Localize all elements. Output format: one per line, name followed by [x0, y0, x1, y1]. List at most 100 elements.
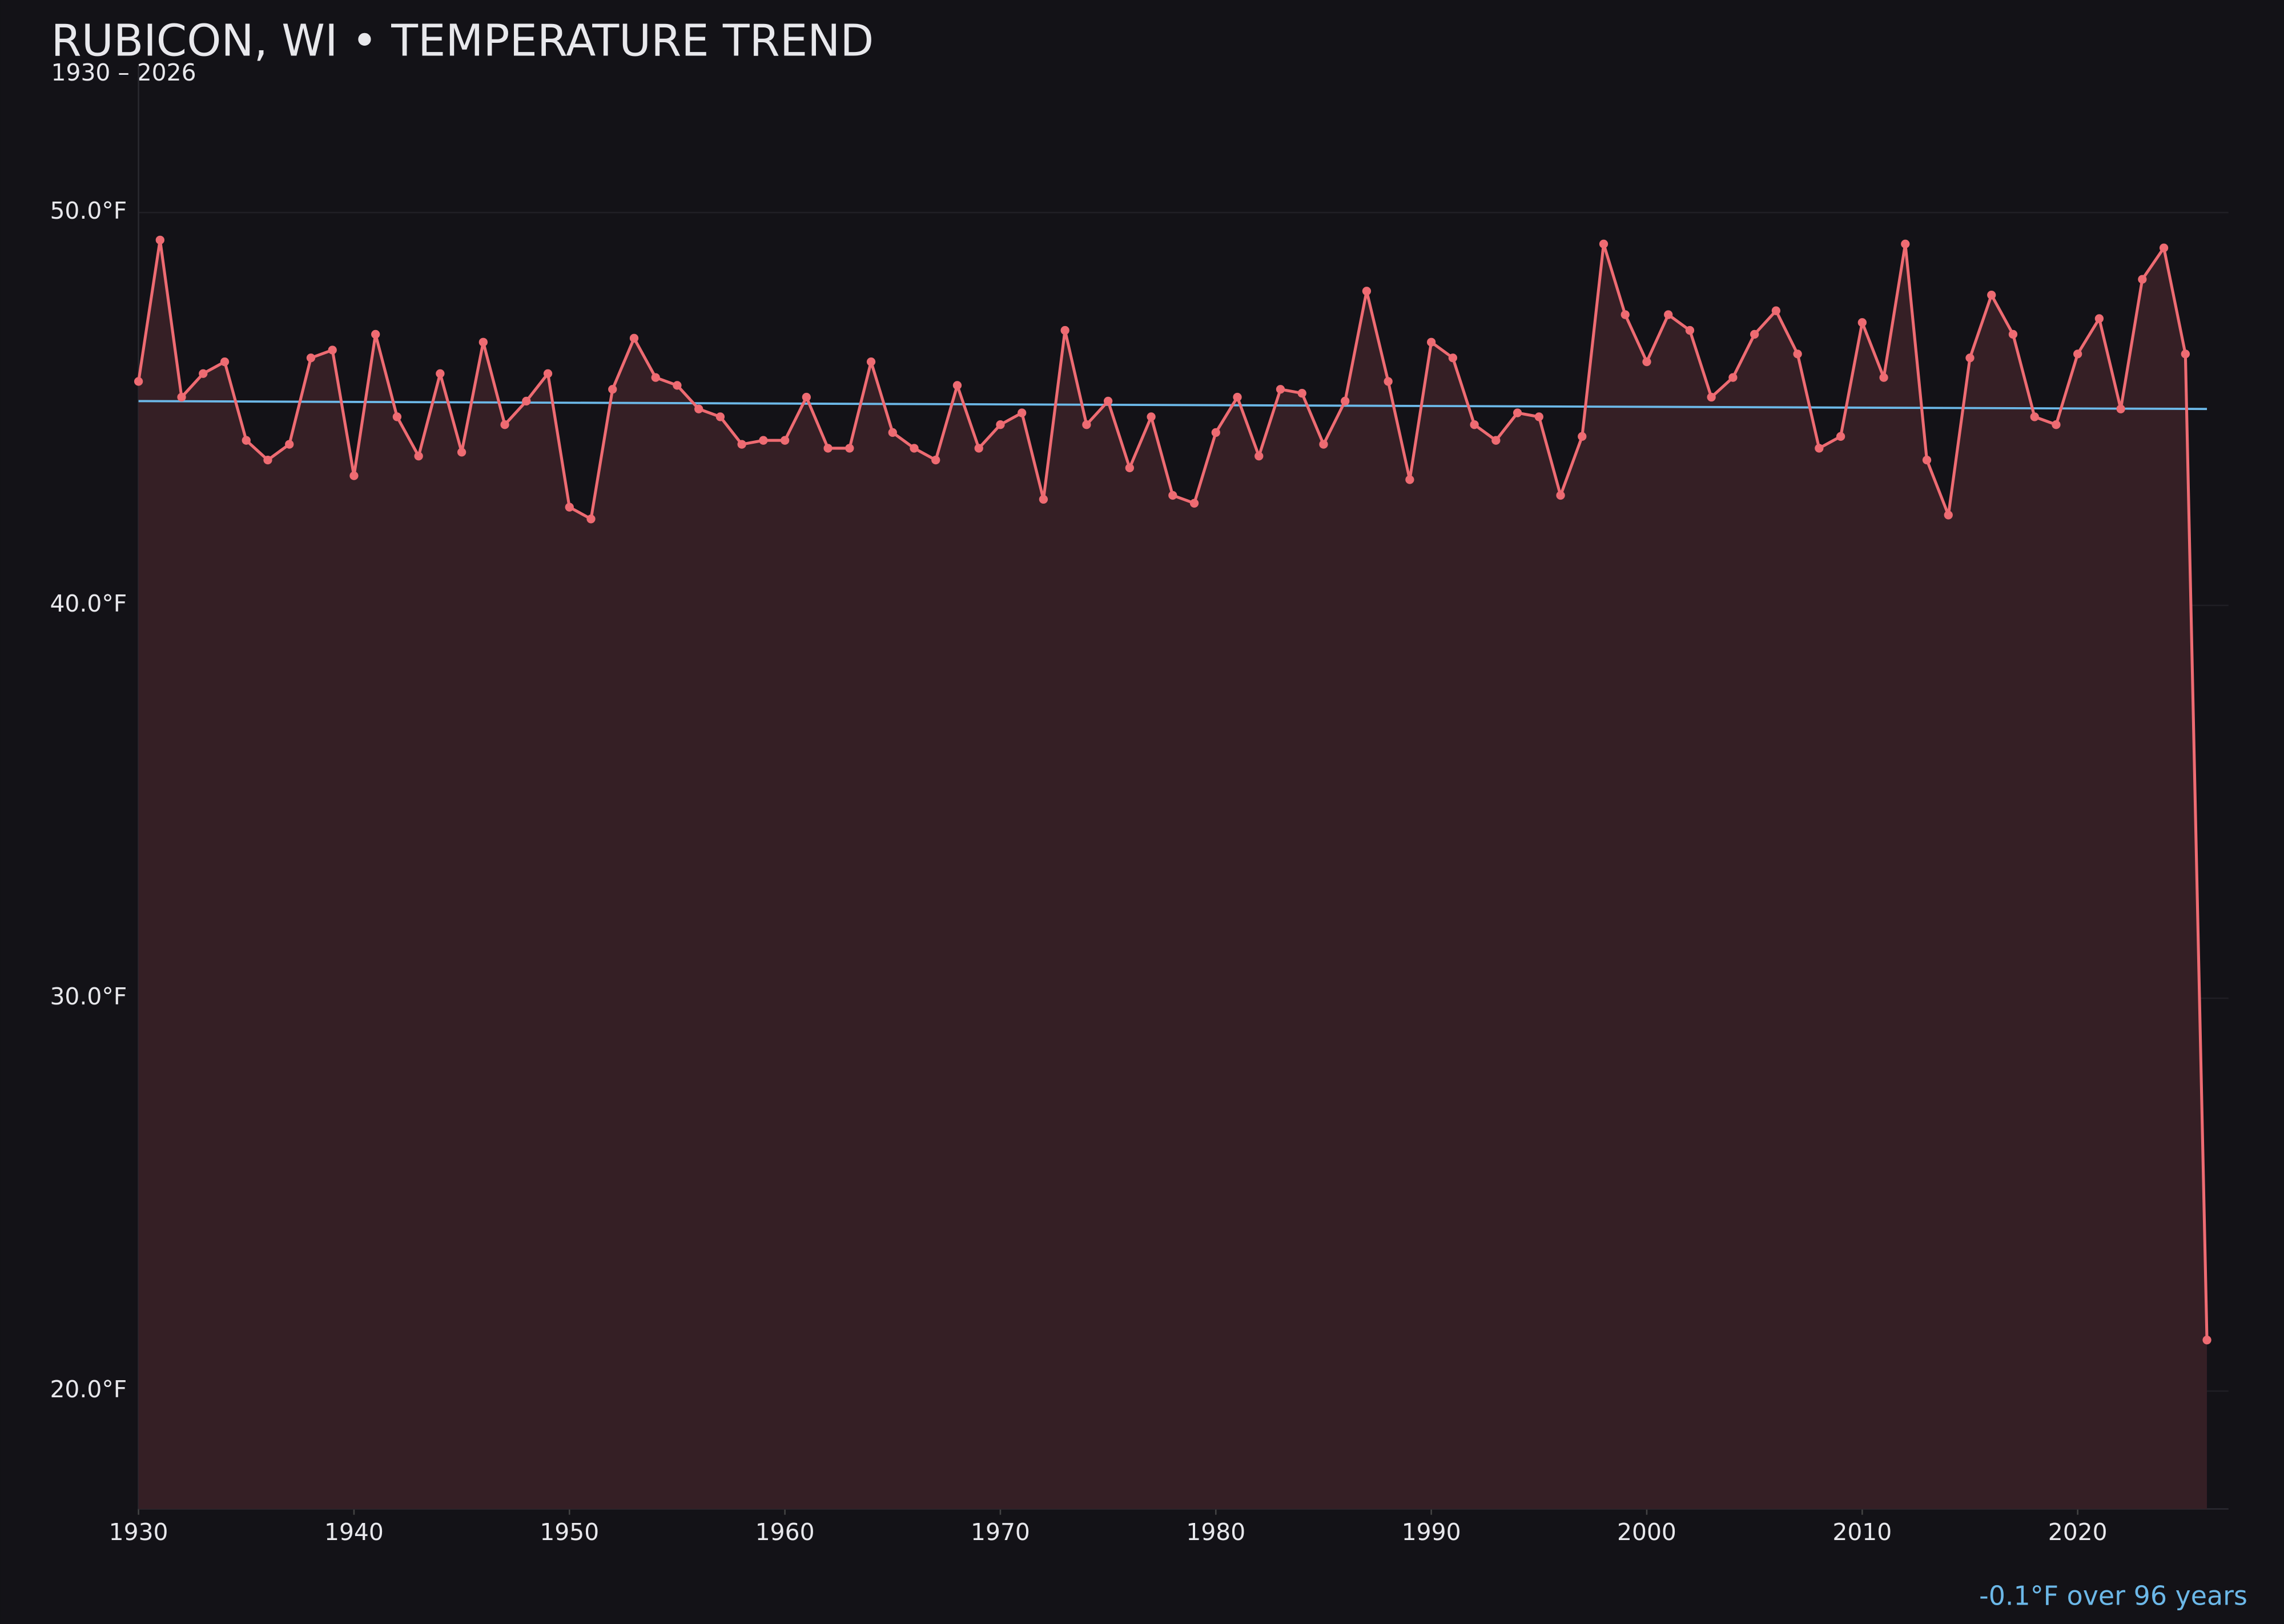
point: [1556, 491, 1565, 500]
point: [1189, 499, 1199, 508]
point: [866, 357, 876, 367]
point: [2181, 349, 2190, 359]
point: [349, 471, 359, 480]
point: [2052, 420, 2061, 429]
trend-annotation: -0.1°F over 96 years: [1979, 1581, 2247, 1611]
point: [2073, 349, 2082, 359]
x-tick-label: 2010: [1832, 1518, 1892, 1546]
point: [1578, 432, 1587, 441]
point: [1685, 325, 1695, 335]
point: [1534, 412, 1543, 421]
point: [134, 377, 143, 386]
point: [608, 385, 617, 394]
point: [1491, 436, 1501, 445]
point: [974, 444, 983, 453]
point: [1815, 444, 1824, 453]
point: [1922, 455, 1932, 465]
x-tick-label: 2020: [2048, 1518, 2108, 1546]
point: [996, 420, 1005, 429]
point: [802, 392, 811, 402]
point: [1448, 353, 1458, 363]
point: [2116, 404, 2125, 413]
point: [1426, 337, 1436, 347]
point: [737, 440, 746, 449]
point: [2094, 314, 2104, 323]
point: [1039, 495, 1048, 504]
trend-line: [138, 400, 2207, 411]
x-tick-label: 2000: [1617, 1518, 1676, 1546]
x-tick-label: 1970: [971, 1518, 1030, 1546]
x-tick-label: 1990: [1402, 1518, 1461, 1546]
point: [1771, 306, 1781, 315]
point: [2030, 412, 2039, 421]
chart-title: RUBICON, WI • TEMPERATURE TREND: [51, 16, 874, 67]
point: [1793, 349, 1802, 359]
point: [1901, 239, 1910, 248]
point: [2159, 243, 2169, 252]
point: [1707, 392, 1716, 402]
point: [1750, 329, 1759, 339]
point: [543, 369, 553, 378]
point: [1362, 287, 1372, 296]
point: [1125, 463, 1135, 473]
area: [138, 240, 2207, 1509]
point: [651, 373, 660, 382]
point: [1599, 239, 1609, 248]
point: [1276, 385, 1285, 394]
point: [500, 420, 509, 429]
point: [1103, 396, 1113, 406]
point: [1664, 310, 1673, 319]
point: [1168, 491, 1177, 500]
point: [522, 396, 531, 406]
point: [457, 448, 467, 457]
point: [845, 444, 854, 453]
point: [1341, 396, 1350, 406]
point: [2138, 275, 2147, 284]
y-tick-label: 30.0°F: [50, 983, 127, 1010]
point: [328, 345, 337, 355]
y-tick-label: 50.0°F: [50, 197, 127, 224]
point: [436, 369, 445, 378]
x-tick-label: 1930: [109, 1518, 168, 1546]
point: [715, 412, 725, 421]
point: [1211, 428, 1220, 437]
point: [565, 503, 574, 512]
point: [478, 337, 488, 347]
point: [1879, 373, 1888, 382]
point: [694, 404, 703, 413]
point: [1384, 377, 1393, 386]
point: [220, 357, 230, 367]
x-tick-label: 1950: [540, 1518, 599, 1546]
x-tick-label: 1980: [1186, 1518, 1245, 1546]
y-tick-label: 20.0°F: [50, 1376, 127, 1403]
point: [2202, 1336, 2211, 1345]
x-tick-label: 1960: [755, 1518, 815, 1546]
point: [1944, 510, 1953, 520]
point: [1470, 420, 1479, 429]
point: [1233, 392, 1242, 402]
point: [586, 514, 596, 524]
point: [1987, 291, 1996, 300]
point: [888, 428, 897, 437]
point: [306, 353, 316, 363]
point: [1836, 432, 1845, 441]
point: [199, 369, 208, 378]
point: [823, 444, 833, 453]
point: [263, 455, 272, 465]
point: [1319, 440, 1328, 449]
point: [1060, 325, 1069, 335]
point: [673, 381, 682, 390]
point: [1147, 412, 1156, 421]
point: [780, 436, 790, 445]
point: [759, 436, 768, 445]
point: [1018, 408, 1027, 417]
point: [1297, 389, 1306, 398]
point: [910, 444, 919, 453]
point: [1254, 452, 1264, 461]
point: [2008, 329, 2018, 339]
point: [1965, 353, 1975, 363]
point: [1642, 357, 1651, 367]
point: [1857, 318, 1867, 327]
point: [1082, 420, 1091, 429]
